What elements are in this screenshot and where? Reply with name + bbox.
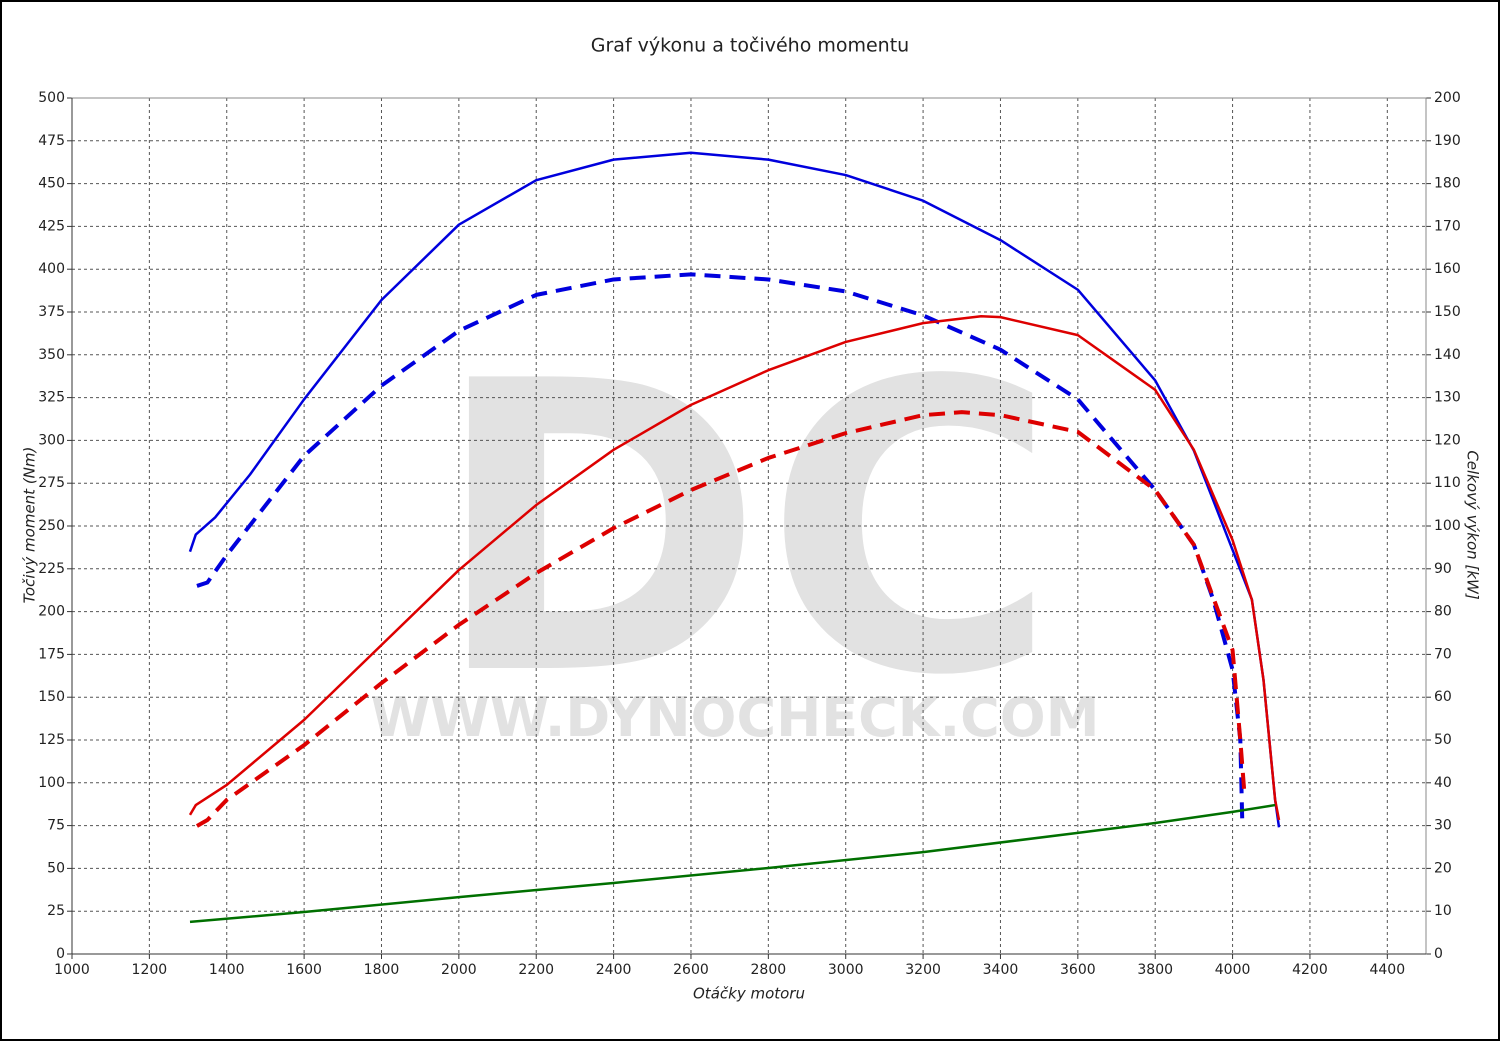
x-tick-label: 1800 (364, 962, 400, 978)
y2-tick-label: 200 (1434, 90, 1461, 106)
y2-tick-label: 130 (1434, 390, 1461, 406)
series-line (189, 803, 1276, 924)
y-tick-label: 475 (38, 133, 65, 149)
y2-tick-label: 70 (1434, 646, 1452, 662)
y2-tick-label: 140 (1434, 347, 1461, 363)
y-tick-label: 300 (38, 432, 65, 448)
y-tick-label: 25 (47, 903, 65, 919)
x-tick-label: 1600 (286, 962, 322, 978)
x-tick-label: 3200 (905, 962, 941, 978)
y2-tick-label: 0 (1434, 946, 1443, 962)
x-tick-label: 2200 (518, 962, 554, 978)
y2-tick-label: 120 (1434, 432, 1461, 448)
y2-tick-label: 80 (1434, 604, 1452, 620)
x-tick-label: 3600 (1060, 962, 1096, 978)
y2-tick-label: 10 (1434, 903, 1452, 919)
x-tick-label: 4200 (1292, 962, 1328, 978)
watermark-url: WWW.DYNOCHECK.COM (371, 686, 1100, 749)
x-tick-label: 1400 (209, 962, 245, 978)
x-tick-label: 1000 (54, 962, 90, 978)
y2-tick-label: 110 (1434, 475, 1461, 491)
y2-tick-label: 30 (1434, 818, 1452, 834)
y2-tick-label: 190 (1434, 133, 1461, 149)
y-tick-label: 175 (38, 646, 65, 662)
y-tick-label: 250 (38, 518, 65, 534)
chart-title: Graf výkonu a točivého momentu (591, 35, 909, 57)
x-tick-label: 2000 (441, 962, 477, 978)
y-tick-label: 350 (38, 347, 65, 363)
y-tick-label: 50 (47, 860, 65, 876)
y-tick-label: 200 (38, 604, 65, 620)
y2-tick-label: 90 (1434, 561, 1452, 577)
y-tick-label: 150 (38, 689, 65, 705)
y-tick-label: 425 (38, 218, 65, 234)
y2-tick-label: 100 (1434, 518, 1461, 534)
y-axis-label: Točivý moment (Nm) (21, 447, 39, 604)
y2-axis-label: Celkový výkon [kW] (1464, 450, 1482, 600)
x-tick-label: 4400 (1369, 962, 1405, 978)
y2-tick-label: 50 (1434, 732, 1452, 748)
y2-tick-label: 150 (1434, 304, 1461, 320)
y-tick-label: 375 (38, 304, 65, 320)
x-tick-label: 1200 (132, 962, 168, 978)
y-tick-label: 75 (47, 818, 65, 834)
y2-tick-label: 160 (1434, 261, 1461, 277)
x-tick-label: 2600 (673, 962, 709, 978)
y2-tick-label: 180 (1434, 176, 1461, 192)
y-tick-label: 450 (38, 176, 65, 192)
y2-tick-label: 60 (1434, 689, 1452, 705)
series-line (188, 151, 1281, 828)
y-tick-label: 325 (38, 390, 65, 406)
y2-tick-label: 170 (1434, 218, 1461, 234)
y-tick-label: 500 (38, 90, 65, 106)
y-tick-label: 225 (38, 561, 65, 577)
y2-tick-label: 20 (1434, 860, 1452, 876)
x-tick-label: 2400 (596, 962, 632, 978)
x-tick-label: 2800 (751, 962, 787, 978)
x-tick-label: 3400 (983, 962, 1019, 978)
series-line (188, 315, 1281, 821)
y-tick-label: 100 (38, 775, 65, 791)
y-tick-label: 125 (38, 732, 65, 748)
x-tick-label: 3800 (1137, 962, 1173, 978)
y-tick-label: 275 (38, 475, 65, 491)
y-tick-label: 0 (56, 946, 65, 962)
y-tick-label: 400 (38, 261, 65, 277)
y2-tick-label: 40 (1434, 775, 1452, 791)
x-axis-label: Otáčky motoru (693, 985, 805, 1003)
series-line (195, 410, 1247, 828)
x-tick-label: 4000 (1215, 962, 1251, 978)
x-tick-label: 3000 (828, 962, 864, 978)
